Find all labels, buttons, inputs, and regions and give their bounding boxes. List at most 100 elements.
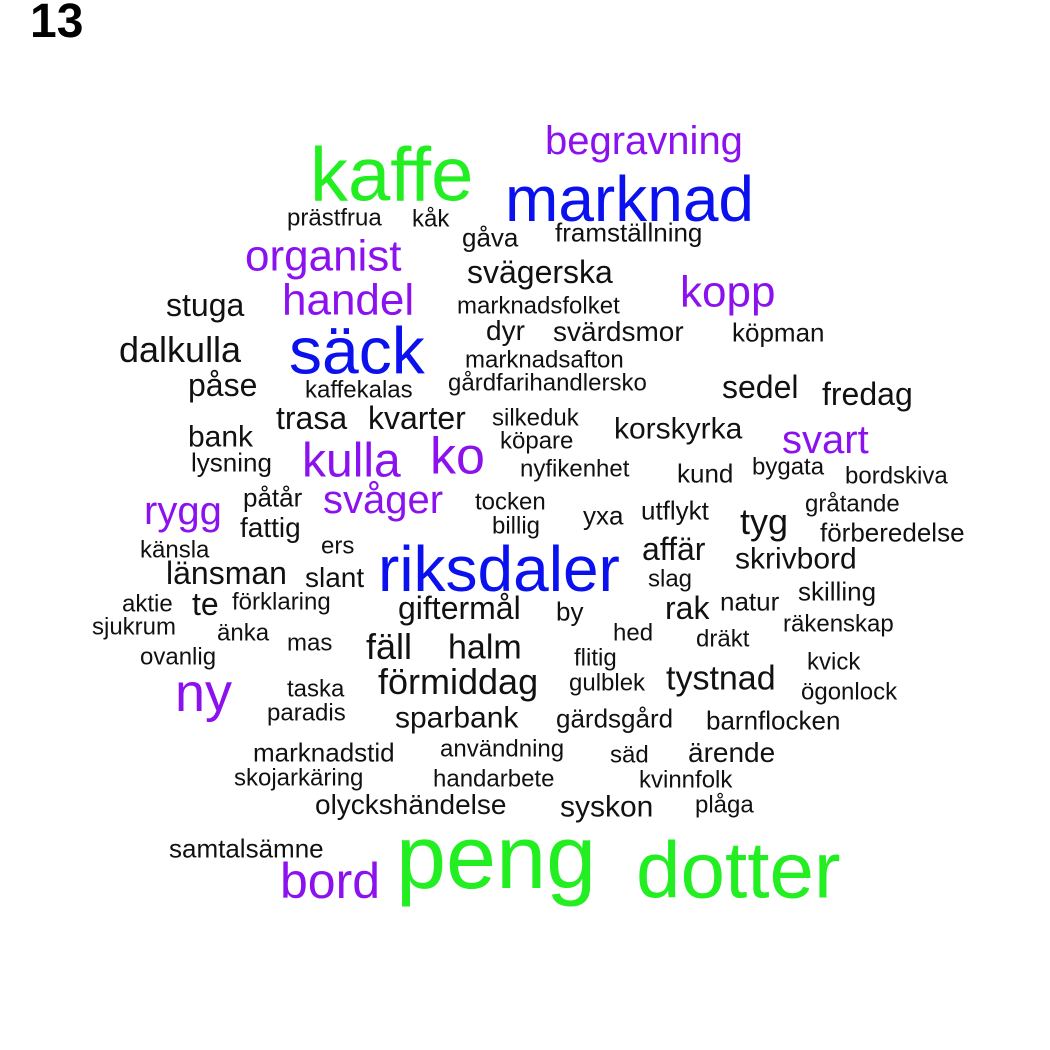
- cloud-word: räkenskap: [783, 610, 894, 638]
- cloud-word: fäll: [366, 625, 413, 667]
- cloud-word: bank: [188, 420, 254, 454]
- cloud-word: köpman: [732, 317, 825, 348]
- cloud-word: gråtande: [805, 490, 900, 518]
- cloud-word: säd: [610, 741, 649, 769]
- cloud-word: skojarkäring: [234, 764, 364, 792]
- cloud-word: sjukrum: [92, 613, 177, 641]
- cloud-word: marknadsfolket: [457, 292, 620, 320]
- cloud-word: aktie: [122, 590, 173, 618]
- cloud-word: ärende: [688, 737, 776, 769]
- cloud-word: stuga: [166, 287, 245, 324]
- cloud-word: påse: [188, 367, 258, 404]
- cloud-word: olyckshändelse: [315, 789, 507, 821]
- cloud-word: marknadstid: [253, 737, 395, 768]
- cloud-word: silkeduk: [492, 404, 579, 432]
- cloud-word: hed: [613, 619, 654, 647]
- cloud-word: ovanlig: [140, 643, 217, 671]
- cloud-word: skrivbord: [735, 542, 857, 576]
- cloud-word: barnflocken: [706, 705, 841, 736]
- cloud-word: säck: [289, 313, 425, 388]
- cloud-word: tocken: [475, 488, 546, 516]
- cloud-word: trasa: [276, 400, 348, 437]
- cloud-word: gåva: [462, 222, 519, 253]
- cloud-word: lysning: [191, 447, 272, 478]
- cloud-word: tystnad: [666, 659, 776, 698]
- cloud-word: sedel: [722, 369, 799, 406]
- cloud-word: kvarter: [368, 400, 466, 437]
- cloud-word: fredag: [822, 376, 913, 413]
- cloud-word: ers: [321, 532, 355, 560]
- cloud-word: bord: [280, 853, 381, 909]
- cloud-word: kopp: [680, 267, 776, 317]
- cloud-word: slant: [305, 562, 365, 594]
- cloud-word: länsman: [166, 555, 287, 592]
- cloud-word: gårdfarihandlersko: [448, 369, 647, 397]
- cloud-word: tyg: [740, 500, 789, 542]
- cloud-word: marknadsafton: [465, 346, 624, 374]
- cloud-word: peng: [396, 807, 597, 908]
- cloud-word: skilling: [798, 576, 877, 607]
- cloud-word: yxa: [583, 500, 624, 531]
- cloud-word: paradis: [267, 699, 346, 727]
- cloud-word: änka: [217, 619, 270, 647]
- cloud-word: korskyrka: [614, 412, 743, 446]
- cloud-word: förberedelse: [820, 517, 965, 548]
- cloud-word: ko: [430, 427, 485, 486]
- cloud-word: samtalsämne: [169, 833, 324, 864]
- cloud-word: begravning: [545, 118, 743, 163]
- cloud-word: prästfrua: [287, 204, 382, 232]
- cloud-word: ny: [175, 662, 233, 723]
- cloud-word: svärdsmor: [553, 316, 684, 348]
- cloud-word: kaffekalas: [305, 376, 413, 404]
- cloud-word: kvinnfolk: [639, 766, 733, 794]
- cloud-word: fattig: [240, 512, 301, 544]
- cloud-word: halm: [448, 628, 522, 667]
- cloud-word: gärdsgård: [556, 703, 674, 734]
- cloud-word: billig: [492, 512, 541, 540]
- cloud-word: bordskiva: [845, 462, 948, 490]
- cloud-word: rygg: [144, 488, 222, 533]
- page-number: 13: [30, 0, 84, 48]
- cloud-word: handarbete: [433, 765, 555, 793]
- cloud-word: dotter: [636, 825, 841, 915]
- cloud-word: kaffe: [310, 132, 474, 218]
- cloud-word: användning: [440, 735, 565, 763]
- cloud-word: framställning: [555, 217, 703, 248]
- cloud-word: giftermål: [398, 590, 521, 627]
- cloud-word: rak: [665, 590, 710, 627]
- cloud-word: kvick: [807, 648, 861, 676]
- cloud-word: nyfikenhet: [520, 455, 630, 483]
- cloud-word: sparbank: [395, 701, 519, 735]
- cloud-word: mas: [287, 629, 333, 657]
- cloud-word: bygata: [752, 453, 825, 481]
- cloud-word: slag: [648, 565, 693, 593]
- cloud-word: köpare: [500, 427, 574, 455]
- cloud-word: syskon: [560, 790, 654, 824]
- cloud-word: organist: [245, 231, 402, 281]
- cloud-word: kulla: [302, 434, 401, 488]
- cloud-word: marknad: [505, 163, 754, 236]
- cloud-word: te: [192, 586, 219, 623]
- cloud-word: svart: [782, 417, 869, 462]
- cloud-word: kund: [677, 458, 734, 489]
- cloud-word: förmiddag: [378, 660, 539, 702]
- cloud-word: taska: [287, 675, 345, 703]
- cloud-word: känsla: [140, 536, 210, 564]
- cloud-word: påtår: [243, 482, 303, 513]
- cloud-word: ögonlock: [801, 678, 898, 706]
- cloud-word: handel: [282, 275, 415, 325]
- cloud-word: dalkulla: [119, 328, 242, 370]
- cloud-word: förklaring: [232, 588, 331, 616]
- cloud-word: riksdaler: [378, 533, 620, 606]
- cloud-word: kåk: [412, 205, 450, 233]
- cloud-word: affär: [642, 531, 706, 568]
- cloud-word: svåger: [323, 477, 444, 522]
- cloud-word: dyr: [486, 315, 525, 347]
- cloud-word: utflykt: [641, 495, 709, 526]
- cloud-word: svägerska: [467, 254, 613, 291]
- cloud-word: flitig: [574, 644, 617, 672]
- cloud-word: natur: [720, 586, 780, 617]
- cloud-word: dräkt: [696, 625, 750, 653]
- cloud-word: plåga: [695, 791, 754, 819]
